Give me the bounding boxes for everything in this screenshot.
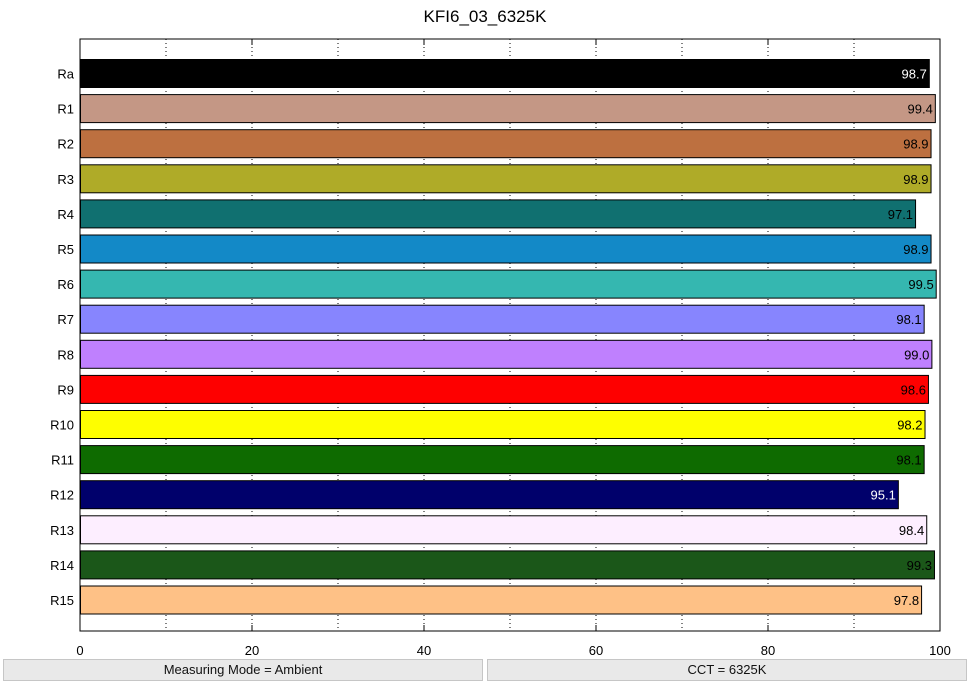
category-label: R8 <box>57 347 74 362</box>
bar-r11 <box>80 445 925 475</box>
bar-r12 <box>80 480 899 510</box>
bar-r10 <box>80 410 926 439</box>
value-label: 97.8 <box>894 593 919 608</box>
bar-r2 <box>80 129 932 159</box>
value-label: 98.4 <box>899 523 924 538</box>
category-label: R1 <box>57 102 74 117</box>
category-label: R12 <box>50 488 74 503</box>
x-tick-label: 60 <box>589 643 603 658</box>
cct-status: CCT = 6325K <box>487 659 967 681</box>
bar-r8 <box>80 339 933 369</box>
bar-r1 <box>80 94 936 124</box>
value-label: 98.7 <box>902 67 927 82</box>
value-label: 97.1 <box>888 207 913 222</box>
category-label: R5 <box>57 242 74 257</box>
value-label: 98.1 <box>896 312 921 327</box>
value-label: 98.1 <box>896 453 921 468</box>
category-label: R14 <box>50 558 74 573</box>
bars <box>80 59 937 615</box>
bar-r9 <box>80 374 929 404</box>
category-label: R6 <box>57 277 74 292</box>
category-label: R11 <box>51 453 74 468</box>
x-tick-label: 100 <box>929 643 951 658</box>
x-ticks: 0 20 40 60 80 100 <box>76 39 951 658</box>
bar-r7 <box>80 304 925 334</box>
value-label: 98.2 <box>897 418 922 433</box>
x-tick-label: 40 <box>417 643 431 658</box>
category-label: Ra <box>57 67 74 82</box>
value-label: 98.6 <box>901 382 926 397</box>
value-label: 95.1 <box>871 488 896 503</box>
category-label: R10 <box>50 418 74 433</box>
value-label: 98.9 <box>903 242 928 257</box>
category-label: R3 <box>57 172 74 187</box>
category-label: R13 <box>50 523 74 538</box>
bar-r14 <box>80 550 935 580</box>
plot-frame <box>79 38 941 632</box>
bar-r3 <box>80 164 932 194</box>
grid-lines <box>165 39 855 631</box>
category-labels: Ra R1 R2 R3 R4 R5 R6 R7 R8 R9 R10 R11 R12 R13 R14 R15 <box>50 67 75 609</box>
value-label: 99.3 <box>907 558 932 573</box>
value-label: 98.9 <box>903 137 928 152</box>
category-label: R15 <box>50 593 74 608</box>
value-label: 99.5 <box>908 277 933 292</box>
category-label: R9 <box>57 382 74 397</box>
bar-r5 <box>80 234 932 264</box>
category-label: R7 <box>57 312 74 327</box>
chart-title: KFI6_03_6325K <box>423 7 547 26</box>
x-tick-label: 20 <box>245 643 259 658</box>
category-label: R2 <box>57 137 74 152</box>
measuring-mode-status: Measuring Mode = Ambient <box>3 659 483 681</box>
bar-r6 <box>80 269 937 299</box>
value-labels: 98.7 99.4 98.9 98.9 97.1 98.9 99.5 98.1 99.0 98.6… <box>871 67 934 609</box>
bar-ra <box>80 59 930 88</box>
value-label: 99.0 <box>904 347 929 362</box>
bar-r4 <box>80 199 917 229</box>
bar-r15 <box>80 585 923 615</box>
x-tick-label: 0 <box>76 643 83 658</box>
bar-r13 <box>80 515 928 545</box>
value-label: 98.9 <box>903 172 928 187</box>
value-label: 99.4 <box>908 102 933 117</box>
x-tick-label: 80 <box>761 643 775 658</box>
category-label: R4 <box>57 207 74 222</box>
